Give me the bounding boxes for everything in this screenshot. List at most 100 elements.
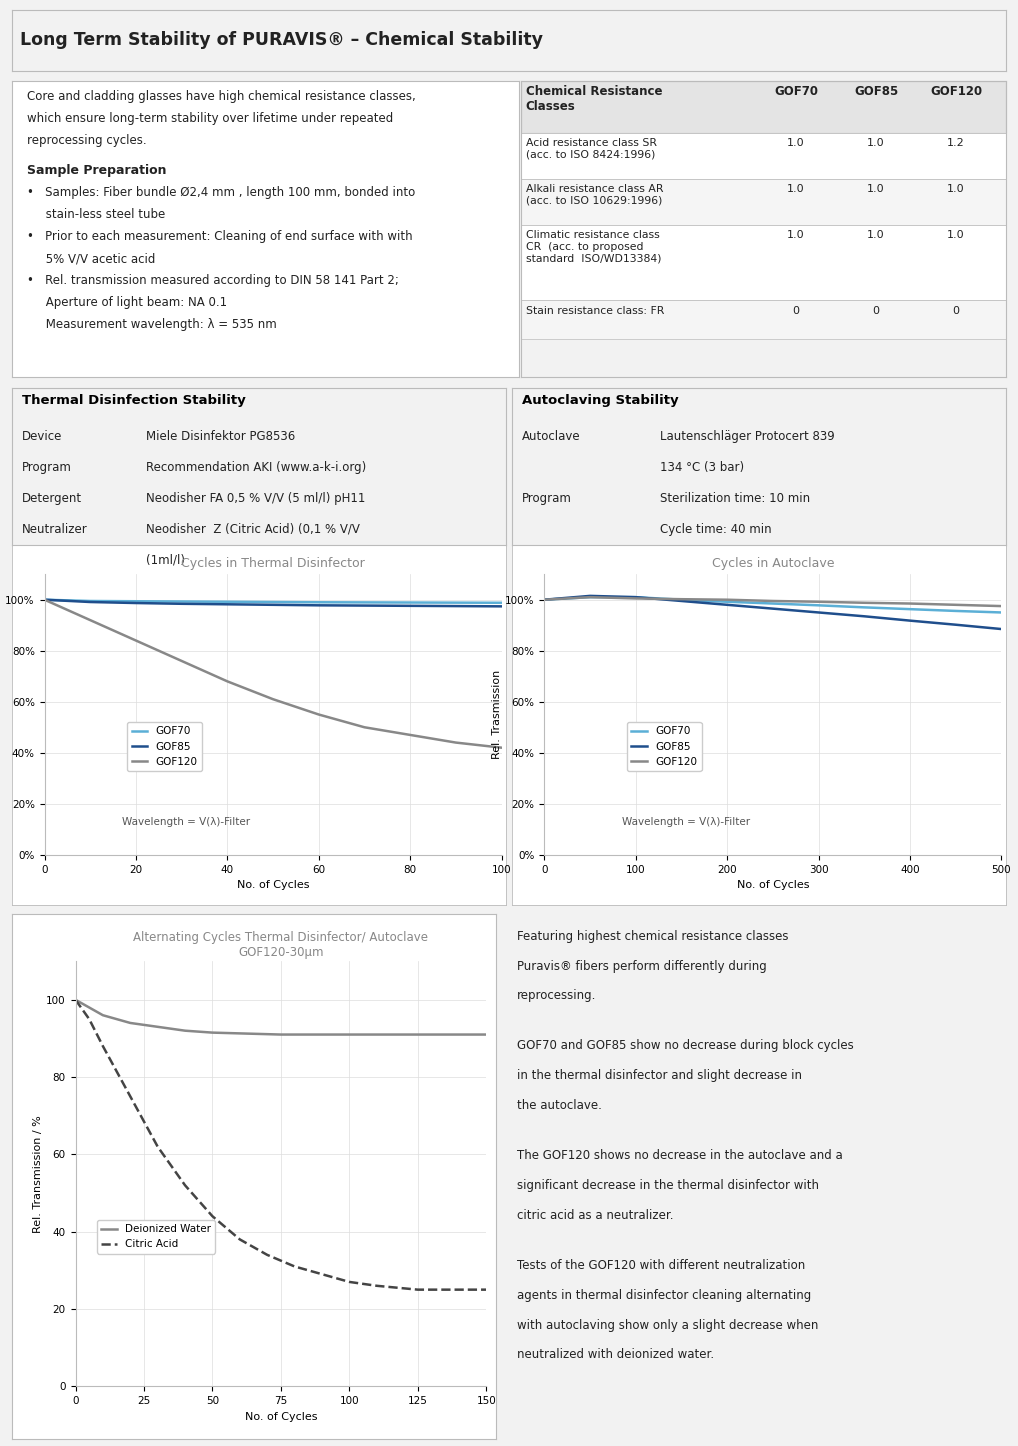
Text: Autoclave: Autoclave [522, 429, 580, 442]
Text: Neutralizer: Neutralizer [22, 522, 88, 535]
Citric Acid [97, 1037, 109, 1054]
GOF70 [996, 604, 1008, 622]
Text: Neodisher  Z (Citric Acid) (0,1 % V/V: Neodisher Z (Citric Acid) (0,1 % V/V [146, 522, 359, 535]
GOF85 [404, 597, 416, 615]
Citric Acid [234, 1231, 246, 1248]
Text: Lautenschläger Protocert 839: Lautenschläger Protocert 839 [660, 429, 835, 442]
GOF70 [496, 594, 508, 612]
Text: stain-less steel tube: stain-less steel tube [27, 208, 166, 221]
GOF85 [950, 616, 962, 633]
Text: 134 °C (3 bar): 134 °C (3 bar) [660, 461, 744, 474]
Text: Recommendation AKI (www.a-k-i.org): Recommendation AKI (www.a-k-i.org) [146, 461, 365, 474]
Legend: Deionized Water, Citric Acid: Deionized Water, Citric Acid [97, 1220, 216, 1254]
GOF120 [767, 593, 779, 610]
Deionized Water [275, 1025, 287, 1043]
Line: GOF70: GOF70 [45, 600, 502, 603]
Deionized Water [124, 1014, 136, 1031]
GOF120 [675, 590, 687, 607]
Legend: GOF70, GOF85, GOF120: GOF70, GOF85, GOF120 [127, 723, 202, 771]
GOF120 [221, 672, 233, 690]
Citric Acid [124, 1087, 136, 1105]
GOF120 [267, 691, 279, 709]
GOF85 [267, 596, 279, 613]
Citric Acid [69, 991, 81, 1008]
Text: 5% V/V acetic acid: 5% V/V acetic acid [27, 252, 156, 265]
GOF70 [812, 597, 825, 615]
Text: •   Prior to each measurement: Cleaning of end surface with with: • Prior to each measurement: Cleaning of… [27, 230, 413, 243]
Deionized Water [343, 1025, 355, 1043]
Citric Acid [288, 1258, 300, 1275]
Bar [521, 179, 1006, 224]
Title: Cycles in Thermal Disinfector: Cycles in Thermal Disinfector [181, 557, 364, 570]
Deionized Water [207, 1024, 219, 1041]
GOF85 [812, 604, 825, 622]
Text: 1.0: 1.0 [867, 139, 885, 147]
Citric Acid [261, 1246, 273, 1264]
Text: Acid resistance class SR
(acc. to ISO 8424:1996): Acid resistance class SR (acc. to ISO 84… [526, 139, 657, 161]
GOF85 [721, 596, 733, 613]
GOF85 [39, 591, 51, 609]
GOF120 [812, 593, 825, 610]
Text: Wavelength = V(λ)-Filter: Wavelength = V(λ)-Filter [122, 817, 250, 827]
GOF85 [584, 587, 597, 604]
GOF120 [404, 726, 416, 743]
Text: GOF70: GOF70 [774, 85, 818, 98]
GOF85 [130, 594, 143, 612]
GOF70 [904, 600, 916, 617]
Bar [521, 224, 1006, 301]
Line: Citric Acid: Citric Acid [75, 999, 487, 1290]
GOF70 [721, 593, 733, 610]
Line: GOF85: GOF85 [45, 600, 502, 606]
GOF70 [358, 594, 371, 612]
Text: GOF85: GOF85 [854, 85, 898, 98]
Text: Aperture of light beam: NA 0.1: Aperture of light beam: NA 0.1 [27, 296, 228, 309]
GOF120 [84, 612, 97, 629]
Citric Acid [83, 1011, 96, 1028]
Text: Miele Disinfektor PG8536: Miele Disinfektor PG8536 [146, 429, 295, 442]
GOF120 [313, 706, 325, 723]
Text: Stain resistance class: FR: Stain resistance class: FR [526, 305, 664, 315]
Text: Autoclaving Stability: Autoclaving Stability [522, 393, 679, 406]
GOF85 [767, 600, 779, 617]
Citric Acid [343, 1274, 355, 1291]
GOF70 [450, 594, 462, 612]
Text: •   Rel. transmission measured according to DIN 58 141 Part 2;: • Rel. transmission measured according t… [27, 275, 399, 288]
Deionized Water [83, 999, 96, 1017]
Text: 0: 0 [793, 305, 799, 315]
Text: GOF70 and GOF85 show no decrease during block cycles: GOF70 and GOF85 show no decrease during … [517, 1040, 854, 1053]
Deionized Water [69, 991, 81, 1008]
X-axis label: No. of Cycles: No. of Cycles [737, 881, 809, 891]
GOF120 [584, 589, 597, 606]
Bar [521, 81, 1006, 133]
Text: Tests of the GOF120 with different neutralization: Tests of the GOF120 with different neutr… [517, 1258, 805, 1271]
Citric Acid [179, 1177, 191, 1194]
GOF70 [858, 599, 870, 616]
Line: GOF120: GOF120 [545, 597, 1002, 606]
Y-axis label: Rel. Transmission / %: Rel. Transmission / % [34, 1115, 44, 1232]
Text: 1.0: 1.0 [787, 230, 805, 240]
Text: Measurement wavelength: λ = 535 nm: Measurement wavelength: λ = 535 nm [27, 318, 277, 331]
GOF70 [130, 593, 143, 610]
GOF120 [496, 739, 508, 756]
GOF70 [584, 589, 597, 606]
GOF120 [358, 719, 371, 736]
Title: Cycles in Autoclave: Cycles in Autoclave [712, 557, 834, 570]
GOF85 [675, 593, 687, 610]
Text: GOF120: GOF120 [930, 85, 982, 98]
GOF85 [358, 597, 371, 615]
Deionized Water [97, 1006, 109, 1024]
Text: •   Samples: Fiber bundle Ø2,4 mm , length 100 mm, bonded into: • Samples: Fiber bundle Ø2,4 mm , length… [27, 187, 415, 200]
Y-axis label: Rel. Trasmission: Rel. Trasmission [493, 669, 502, 759]
GOF120 [130, 632, 143, 649]
Text: (1ml/l): (1ml/l) [146, 554, 184, 567]
GOF70 [267, 593, 279, 610]
Text: 1.0: 1.0 [787, 184, 805, 194]
GOF70 [84, 593, 97, 610]
Legend: GOF70, GOF85, GOF120: GOF70, GOF85, GOF120 [627, 723, 701, 771]
GOF120 [630, 590, 642, 607]
Text: 0: 0 [953, 305, 960, 315]
GOF85 [313, 597, 325, 615]
Text: Detergent: Detergent [22, 492, 82, 505]
GOF85 [175, 596, 187, 613]
Text: Program: Program [22, 461, 72, 474]
